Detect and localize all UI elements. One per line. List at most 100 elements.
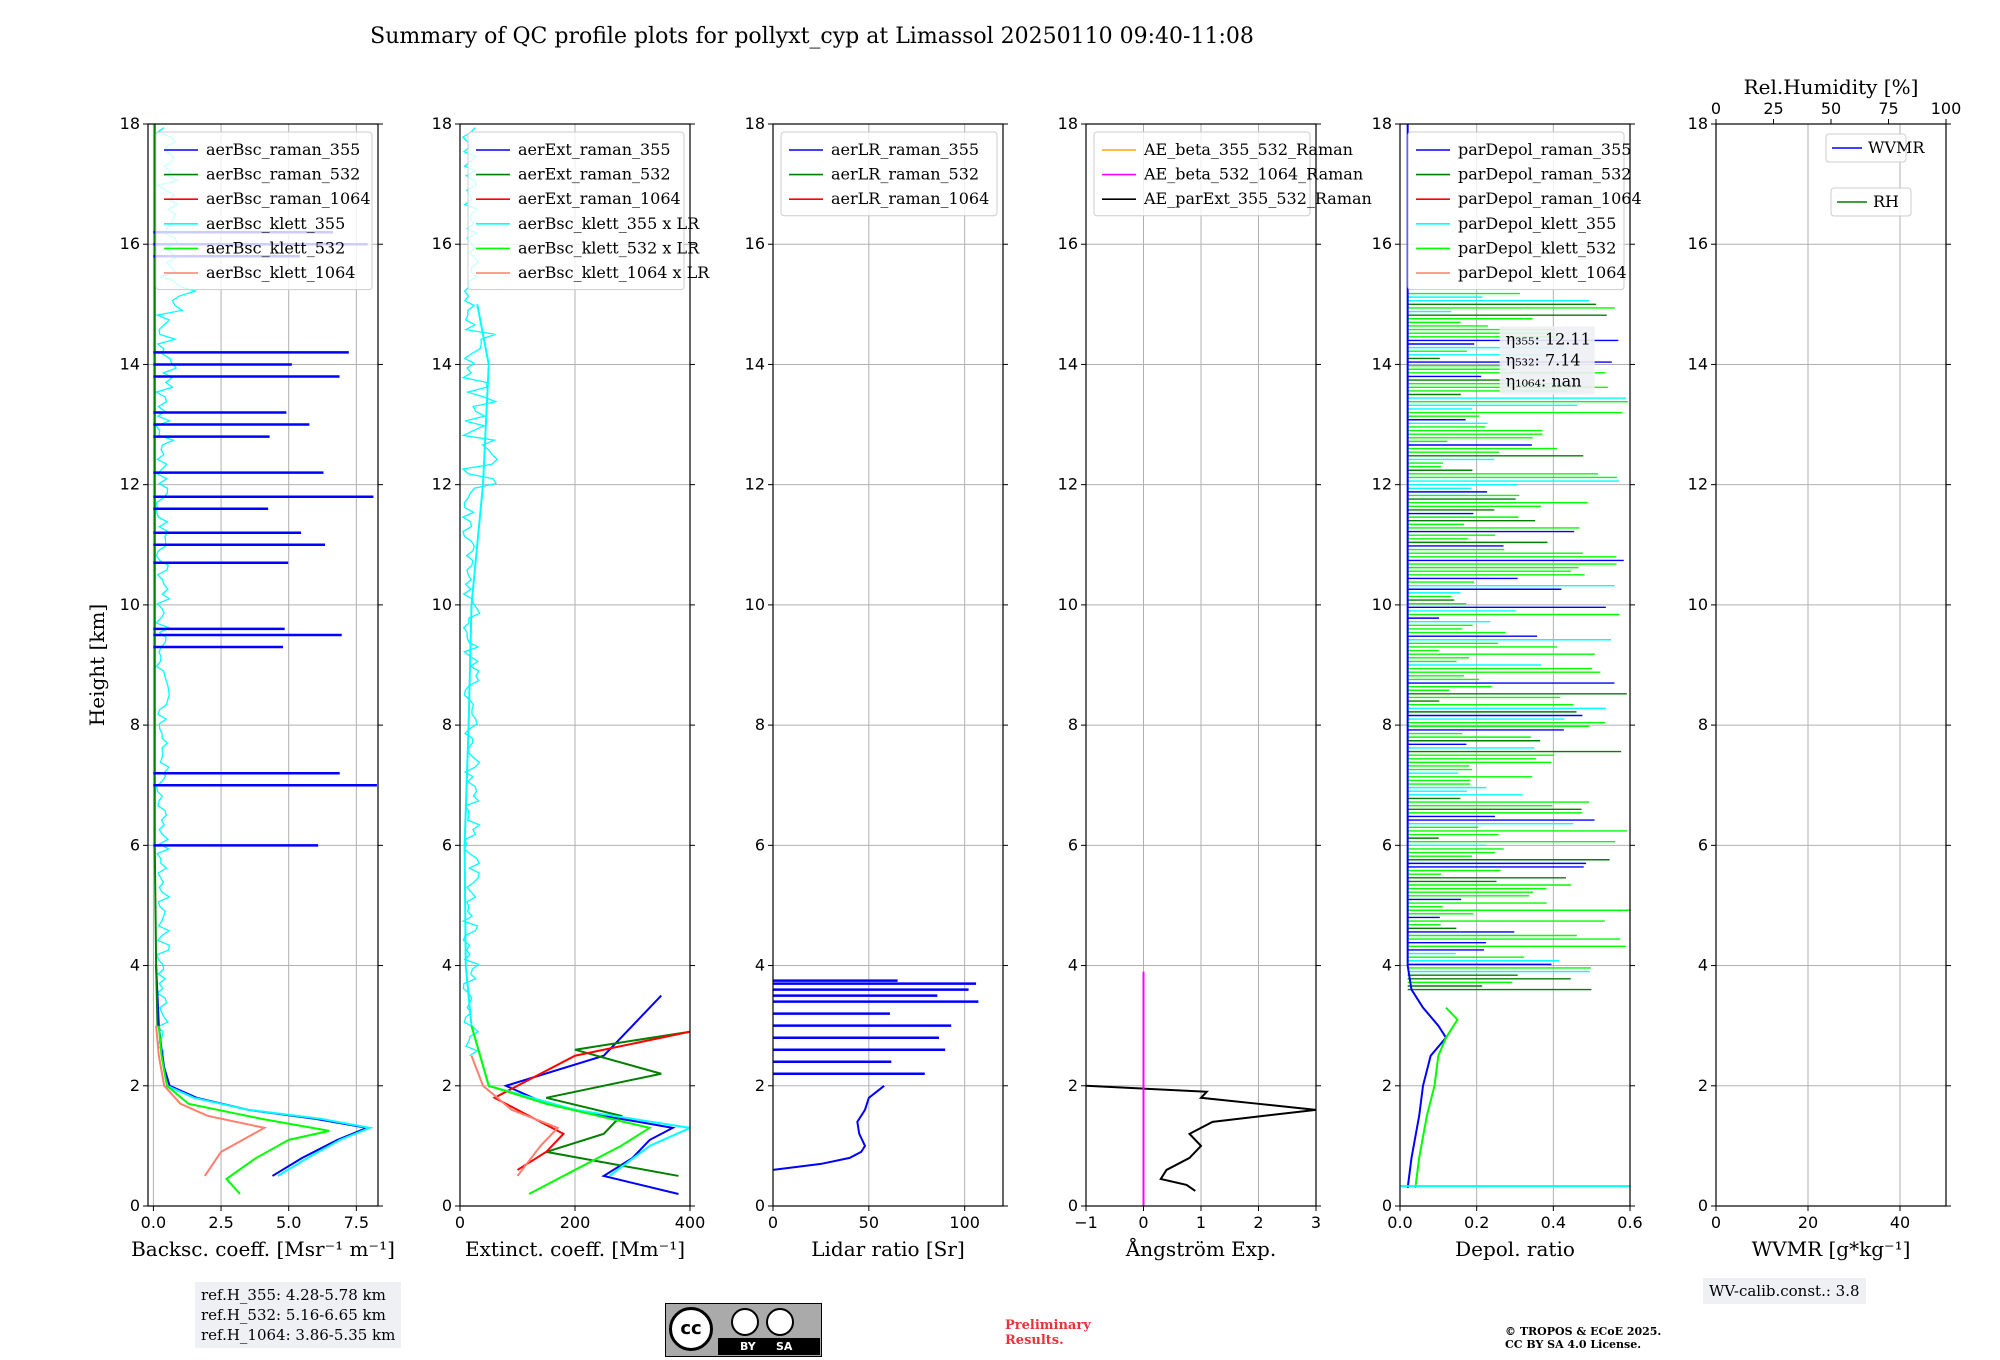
- x-axis-label: Extinct. coeff. [Mm⁻¹]: [465, 1237, 685, 1261]
- ref-height-355: ref.H_355: 4.28-5.78 km: [201, 1286, 386, 1304]
- panel-2: 0 2 4 6 8 10 12 14 16 18 0 200 400 Extinct. coeff. [M…: [432, 114, 711, 1261]
- legend-box: [1830, 187, 1912, 217]
- reference-heights-box: ref.H_355: 4.28-5.78 km ref.H_532: 5.16-…: [195, 1282, 402, 1348]
- y-tick-label: 2: [1068, 1076, 1078, 1095]
- ref-height-1064: ref.H_1064: 3.86-5.35 km: [201, 1326, 396, 1344]
- y-tick-label: 0: [1068, 1196, 1078, 1215]
- legend-entry: aerLR_raman_1064: [831, 189, 989, 208]
- y-tick-label: 16: [1372, 234, 1392, 253]
- legend-box: [1407, 131, 1625, 291]
- y-tick-label: 10: [432, 595, 452, 614]
- legend-entry: aerBsc_klett_1064: [206, 263, 355, 282]
- y-tick-label: 0: [130, 1196, 140, 1215]
- x-tick-label: 40: [1890, 1213, 1910, 1232]
- x-tick-label: 0.0: [1387, 1213, 1412, 1232]
- series-line-aerlr-raman-355: [773, 1084, 885, 1171]
- y-tick-label: 12: [432, 475, 452, 494]
- y-tick-label: 14: [1688, 354, 1708, 373]
- legend-entry: AE_parExt_355_532_Raman: [1143, 189, 1372, 208]
- legend-entry: aerBsc_klett_1064 x LR: [518, 263, 710, 282]
- legend: aerExt_raman_355 aerExt_raman_532 aerExt_r…: [467, 131, 710, 291]
- eta-annotation: η₅₃₂: 7.14: [1506, 350, 1581, 369]
- cc-icon: cc: [669, 1307, 713, 1351]
- y-tick-label: 4: [1382, 956, 1392, 975]
- y-tick-label: 18: [1688, 114, 1708, 133]
- y-tick-label: 16: [1688, 234, 1708, 253]
- x-tick-label: 400: [675, 1213, 706, 1232]
- y-tick-label: 12: [745, 475, 765, 494]
- series-line-aerext-raman-532: [545, 1030, 690, 1177]
- y-tick-label: 18: [120, 114, 140, 133]
- cc-badge-strip: BY SA: [718, 1338, 820, 1355]
- y-tick-label: 16: [120, 234, 140, 253]
- sa-share-icon: [766, 1308, 794, 1336]
- series-line-aerext-raman-355: [503, 994, 679, 1195]
- y-tick-label: 6: [1068, 835, 1078, 854]
- y-tick-label: 14: [1058, 354, 1078, 373]
- eta-annotation: η₁₀₆₄: nan: [1506, 371, 1582, 390]
- y-tick-label: 10: [1688, 595, 1708, 614]
- x-axis-label: Backsc. coeff. [Msr⁻¹ m⁻¹]: [131, 1237, 395, 1261]
- y-tick-label: 16: [1058, 234, 1078, 253]
- y-tick-label: 10: [1372, 595, 1392, 614]
- x-tick-label: 5.0: [276, 1213, 301, 1232]
- legend-entry: aerExt_raman_532: [518, 165, 671, 184]
- legend-entry: parDepol_raman_532: [1458, 165, 1631, 184]
- plot-area: [773, 979, 979, 1171]
- series-line-aerbsc-klett-1064: [155, 1025, 268, 1177]
- y-tick-label: 2: [130, 1076, 140, 1095]
- y-tick-label: 6: [130, 835, 140, 854]
- copyright-line2: CC BY SA 4.0 License.: [1505, 1338, 1642, 1351]
- x-tick-label: 0: [768, 1213, 778, 1232]
- series-line-aerbsc-klett-532-x-lr: [470, 1025, 653, 1195]
- panel-1: 0 2 4 6 8 10 12 14 16 18 0.0 2.5 5.0 7.5 Backsc. coeff…: [85, 114, 395, 1261]
- x-tick-label: 0: [1138, 1213, 1148, 1232]
- y-tick-label: 6: [755, 835, 765, 854]
- y-tick-label: 12: [1058, 475, 1078, 494]
- x-top-tick-label: 50: [1821, 99, 1841, 118]
- y-tick-label: 14: [120, 354, 140, 373]
- eta-box: [1499, 326, 1595, 395]
- legend-entry: AE_beta_532_1064_Raman: [1143, 165, 1363, 184]
- y-axis-label: Height [km]: [85, 604, 109, 726]
- series-line-aerbsc-klett-1064-x-lr: [470, 1055, 560, 1177]
- x-tick-label: 3: [1311, 1213, 1321, 1232]
- y-tick-label: 18: [1058, 114, 1078, 133]
- legend-entry: AE_beta_355_532_Raman: [1143, 140, 1353, 159]
- legend-box: [1093, 131, 1311, 217]
- legend-box: [155, 131, 373, 291]
- copyright-note: © TROPOS & ECoE 2025. CC BY SA 4.0 Licen…: [1505, 1325, 1661, 1351]
- cc-license-badge: cc BY SA: [665, 1303, 822, 1357]
- legend-box: [467, 131, 685, 291]
- x-axis-label: Depol. ratio: [1455, 1237, 1575, 1261]
- legend-entry: RH: [1873, 192, 1899, 211]
- y-tick-label: 12: [120, 475, 140, 494]
- x-tick-label: 2.5: [208, 1213, 233, 1232]
- x-tick-label: 50: [859, 1213, 879, 1232]
- x-tick-label: 0.4: [1541, 1213, 1566, 1232]
- legend: aerLR_raman_355 aerLR_raman_532 aerLR_rama…: [780, 131, 998, 217]
- x-tick-label: 0.0: [141, 1213, 166, 1232]
- preliminary-line2: Results.: [1005, 1333, 1064, 1348]
- y-tick-label: 4: [1068, 956, 1078, 975]
- series-line-aerbsc-klett-532: [157, 1025, 330, 1195]
- y-tick-label: 8: [1068, 715, 1078, 734]
- y-tick-label: 2: [442, 1076, 452, 1095]
- legend-entry: aerBsc_klett_355: [206, 214, 345, 233]
- series-line-aerext-raman-1064: [492, 1030, 690, 1171]
- x-tick-label: 2: [1253, 1213, 1263, 1232]
- y-tick-label: 12: [1688, 475, 1708, 494]
- x-top-tick-label: 0: [1711, 99, 1721, 118]
- y-tick-label: 2: [755, 1076, 765, 1095]
- y-tick-label: 8: [1698, 715, 1708, 734]
- x-axis-label: Lidar ratio [Sr]: [811, 1237, 965, 1261]
- legend: aerBsc_raman_355 aerBsc_raman_532 aerBsc_r…: [155, 131, 373, 291]
- legend-entry: parDepol_klett_355: [1458, 214, 1616, 233]
- y-tick-label: 0: [1698, 1196, 1708, 1215]
- axes-frame: [1715, 123, 1947, 1207]
- y-tick-label: 16: [432, 234, 452, 253]
- legend: WVMR RH: [1825, 133, 1925, 217]
